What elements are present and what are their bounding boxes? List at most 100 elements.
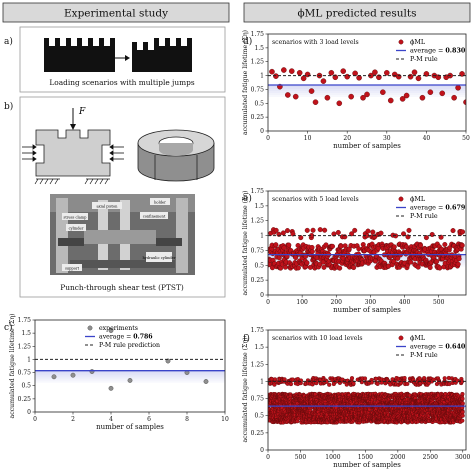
panel-a-label: a) [4, 36, 13, 47]
chart-d-legend-pm: P-M rule [410, 55, 438, 63]
panel-a-frame [19, 26, 226, 93]
chart-f-point [460, 401, 465, 406]
chart-c-xtick-label: 0 [33, 416, 37, 423]
chart-c-point [108, 385, 114, 391]
chart-e-ytick-label: 0.75 [251, 247, 265, 254]
chart-f-xtick-label: 0 [266, 454, 270, 461]
chart-e-ylabel: accumulated fatigue lifetime (Ση) [242, 190, 249, 295]
chart-e-legend-average: average = 0.679 [410, 204, 466, 212]
chart-d-point [284, 92, 291, 98]
chart-d-xtick-label: 20 [343, 135, 351, 142]
chart-e-ytick-label: 0 [260, 292, 264, 299]
chart-e-xtick-label: 200 [331, 299, 343, 306]
chart-c-xtick-label: 4 [109, 416, 113, 423]
chart-d-ytick-label: 1.5 [254, 45, 264, 52]
chart-c-ytick-label: 1.75 [18, 317, 32, 324]
chart-e-xtick-label: 100 [296, 299, 308, 306]
chart-e-point [310, 227, 316, 233]
chart-f-point [282, 377, 287, 382]
chart-d-point [336, 100, 343, 107]
chart-d-legend-marker [398, 39, 404, 45]
chart-d-xtick-label: 10 [304, 135, 312, 142]
photo-tag-4: confinement [143, 215, 166, 219]
chart-d-ytick-label: 0.25 [251, 114, 265, 121]
chart-d-xtick-label: 50 [462, 135, 470, 142]
chart-e-point [304, 260, 310, 266]
force-label: F [78, 107, 86, 117]
chart-e-point [304, 227, 310, 233]
chart-f-point [460, 410, 465, 415]
chart-f-point [349, 376, 355, 381]
chart-f-point [402, 375, 407, 381]
panel-b-label: b) [4, 101, 13, 112]
chart-f-note: scenarios with 10 load levels [272, 335, 363, 342]
chart-d-ytick-label: 1 [260, 73, 264, 80]
chart-d-legend-points: ϕML [410, 38, 426, 46]
chart-e-point [290, 231, 296, 237]
chart-e-ytick-label: 0.5 [254, 262, 264, 269]
panel-e-label: e) [243, 193, 252, 204]
chart-c-average-value: 0.786 [133, 334, 152, 341]
ptst-specimen-schematic [35, 129, 111, 177]
chart-c-xlabel: number of samples [96, 423, 164, 431]
chart-e-xtick-label: 500 [433, 299, 445, 306]
chart-e-point [317, 262, 323, 268]
panel-b-caption: Punch-through shear test (PTST) [60, 283, 184, 292]
support-hatch-icon [34, 178, 110, 185]
chart-f-ytick-label: 1.5 [254, 344, 264, 351]
chart-c-ylabel: accumulated fatigue lifetime (Ση) [9, 313, 16, 418]
chart-d-point [383, 70, 390, 76]
chart-c-xtick-label: 2 [71, 416, 75, 423]
chart-d-point [360, 94, 366, 101]
chart-d-point [403, 92, 410, 99]
panel-b: b) F [4, 96, 226, 298]
left-confinement-arrows-icon [22, 144, 37, 162]
chart-e-point [286, 242, 292, 248]
chart-e-axes-frame [267, 190, 467, 296]
chart-d-point [395, 73, 402, 80]
force-arrow-icon [70, 124, 76, 130]
right-header-title: ϕML predicted results [298, 8, 417, 20]
chart-c-point [51, 374, 57, 380]
chart-d-point [296, 70, 303, 76]
chart-c-legend-points: experiments [99, 325, 138, 332]
chart-f-point [455, 378, 460, 383]
chart-d-point [304, 71, 311, 78]
chart-e: e) 0 0.25 0.5 0.75 1 1.25 1.5 1.75 0 100 200 300 400 5… [242, 188, 467, 314]
chart-c-point [127, 378, 133, 383]
chart-c-ytick-label: 1.5 [21, 330, 31, 337]
chart-f-point [460, 418, 465, 423]
chart-d-point [407, 73, 414, 80]
chart-e-point [322, 227, 328, 233]
chart-d-legend-average: average = 0.830 [410, 47, 466, 55]
chart-c-legend-pm: P-M rule prediction [99, 342, 160, 349]
chart-e-point [450, 228, 456, 234]
chart-c-xtick-label: 10 [221, 416, 229, 423]
chart-e-point [434, 259, 440, 265]
chart-e-point [338, 243, 344, 249]
chart-f-points [268, 375, 465, 425]
chart-e-legend-pm: P-M rule [410, 212, 438, 220]
chart-f-xtick-label: 1500 [358, 454, 373, 461]
chart-e-point [321, 264, 327, 270]
chart-d-ylabel: accumulated fatigue lifetime (Ση) [242, 30, 249, 135]
photo-tag-6: hydraulic cylinder [142, 256, 175, 260]
chart-e-point [335, 229, 341, 235]
chart-c-point [108, 328, 114, 333]
chart-c-xtick-label: 8 [185, 416, 189, 423]
chart-c: c) 0 0.25 0.5 0.75 1 1.25 1.5 1.75 0 2 4 6 8 10 number … [4, 313, 229, 431]
chart-e-note: scenarios with 5 load levels [272, 196, 359, 203]
chart-e-points [268, 227, 466, 271]
panel-a: a) Loading scenarios with multiple jumps [4, 26, 226, 93]
chart-e-point [459, 242, 465, 248]
chart-d-point [439, 90, 446, 97]
chart-f-legend-marker [398, 335, 404, 341]
chart-d-point [380, 89, 386, 95]
ptst-apparatus-photo: axial piston stress clamp cylinder confi… [50, 194, 195, 275]
chart-d-point [411, 69, 418, 76]
chart-d-point [399, 96, 406, 102]
chart-c-point [89, 369, 95, 374]
chart-d-point [451, 94, 457, 101]
